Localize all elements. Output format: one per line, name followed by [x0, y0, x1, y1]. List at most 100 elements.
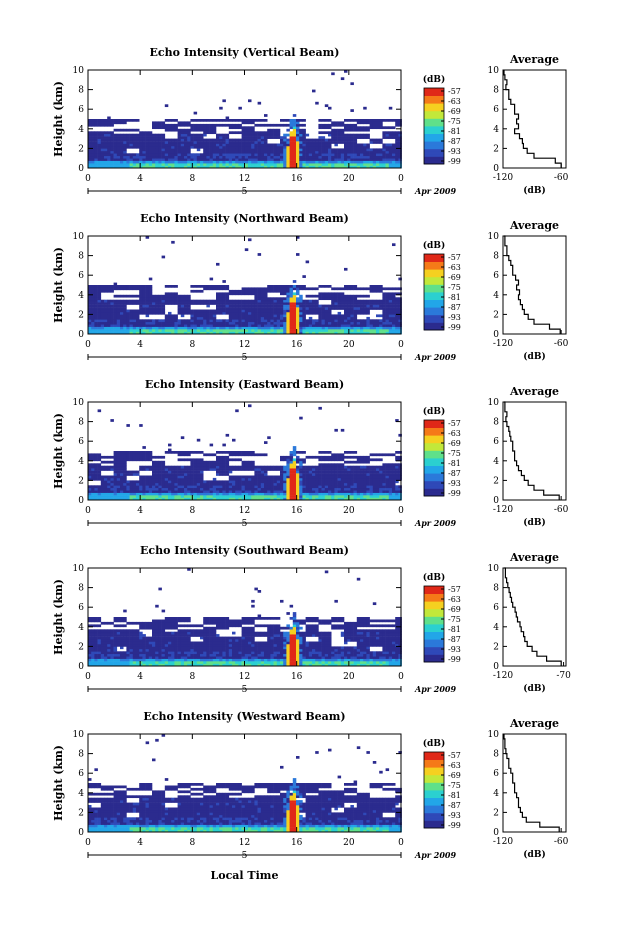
heatmap-cell [216, 480, 220, 484]
heatmap-cell [299, 153, 303, 157]
heatmap-cell [110, 165, 114, 169]
heatmap-cell [209, 160, 214, 164]
heatmap-cell [190, 158, 194, 161]
heatmap-cell [100, 331, 105, 335]
heatmap-cell [190, 451, 194, 454]
heatmap-cell [110, 468, 114, 471]
heatmap-cell [168, 128, 172, 132]
heatmap-cell [270, 319, 274, 323]
heatmap-cell [360, 465, 364, 469]
heatmap-cell [209, 155, 214, 159]
heatmap-cell [203, 485, 207, 489]
heatmap-cell [225, 165, 230, 169]
heatmap-cell [305, 480, 310, 484]
heatmap-cell [337, 458, 342, 462]
heatmap-cell [305, 497, 310, 501]
heatmap-cell [289, 307, 294, 310]
heatmap-cell [385, 329, 390, 332]
heatmap-cell [376, 155, 380, 159]
heatmap-cell [129, 138, 134, 142]
heatmap-cell [257, 133, 262, 137]
heatmap-cell [120, 316, 124, 320]
heatmap-cell [260, 297, 265, 301]
heatmap-cell [344, 470, 348, 474]
heatmap-cell [180, 123, 185, 127]
heatmap-cell [228, 495, 233, 498]
heatmap-cell [260, 470, 265, 474]
heatmap-cell [123, 495, 127, 498]
heatmap-cell [308, 163, 313, 166]
heatmap-cell [126, 455, 130, 459]
heatmap-cell [388, 153, 393, 157]
heatmap-cell [344, 465, 348, 469]
heatmap-cell [164, 126, 169, 130]
heatmap-cell [158, 309, 162, 313]
heatmap-cell [241, 150, 246, 154]
heatmap-cell [296, 143, 300, 147]
heatmap-cell [299, 141, 303, 144]
heatmap-cell [241, 465, 246, 469]
heatmap-cell [222, 495, 226, 498]
heatmap [88, 404, 402, 501]
heatmap-cell [123, 477, 127, 481]
heatmap-cell [196, 302, 201, 305]
heatmap-cell [328, 475, 332, 479]
heatmap-cell [248, 404, 252, 408]
heatmap-cell [180, 145, 185, 149]
heatmap-cell [113, 153, 118, 157]
heatmap-cell [123, 304, 127, 308]
heatmap-cell [116, 302, 121, 305]
heatmap-cell [289, 455, 294, 459]
heatmap-cell [344, 451, 348, 454]
heatmap-cell [318, 487, 322, 491]
heatmap-cell [376, 497, 380, 501]
heatmap-cell [132, 497, 137, 501]
heatmap-cell [344, 70, 348, 73]
heatmap-cell [219, 492, 223, 496]
heatmap-cell [260, 321, 265, 325]
heatmap-cell [283, 473, 287, 476]
heatmap-cell [196, 319, 201, 323]
heatmap-cell [286, 475, 290, 479]
heatmap-cell [97, 145, 102, 149]
heatmap-cell [286, 148, 290, 152]
heatmap-cell [177, 487, 182, 491]
heatmap-cell [180, 324, 185, 327]
heatmap-cell [385, 324, 390, 327]
heatmap-cell [289, 326, 294, 330]
heatmap-cell [270, 145, 274, 149]
heatmap-cell [270, 468, 274, 471]
heatmap-cell [155, 492, 159, 496]
heatmap-cell [174, 468, 178, 471]
heatmap-cell [392, 155, 396, 159]
heatmap-cell [388, 292, 393, 296]
heatmap-cell [305, 321, 310, 325]
heatmap-cell [270, 155, 274, 159]
heatmap-cell [225, 150, 230, 154]
heatmap-cell [289, 150, 294, 154]
profile-y-tick-label: 8 [493, 252, 499, 262]
heatmap-cell [97, 138, 102, 142]
heatmap-cell [264, 331, 268, 335]
heatmap-cell [315, 455, 319, 459]
heatmap-cell [155, 304, 159, 308]
heatmap-cell [315, 307, 319, 310]
heatmap-cell [132, 316, 137, 320]
heatmap-cell [152, 460, 156, 464]
heatmap-cell [328, 309, 332, 313]
heatmap-cell [276, 287, 281, 291]
heatmap-cell [276, 289, 281, 293]
heatmap-cell [222, 138, 226, 142]
heatmap-cell [276, 477, 281, 481]
heatmap-cell [331, 287, 335, 291]
heatmap-cell [331, 304, 335, 308]
heatmap-cell [171, 468, 175, 471]
heatmap-cell [366, 319, 370, 323]
heatmap-cell [372, 289, 377, 293]
heatmap-cell [296, 465, 300, 469]
heatmap-cell [145, 495, 150, 498]
heatmap-cell [129, 470, 134, 474]
heatmap-cell [100, 143, 105, 147]
heatmap-cell [180, 329, 185, 332]
heatmap-cell [158, 294, 162, 298]
